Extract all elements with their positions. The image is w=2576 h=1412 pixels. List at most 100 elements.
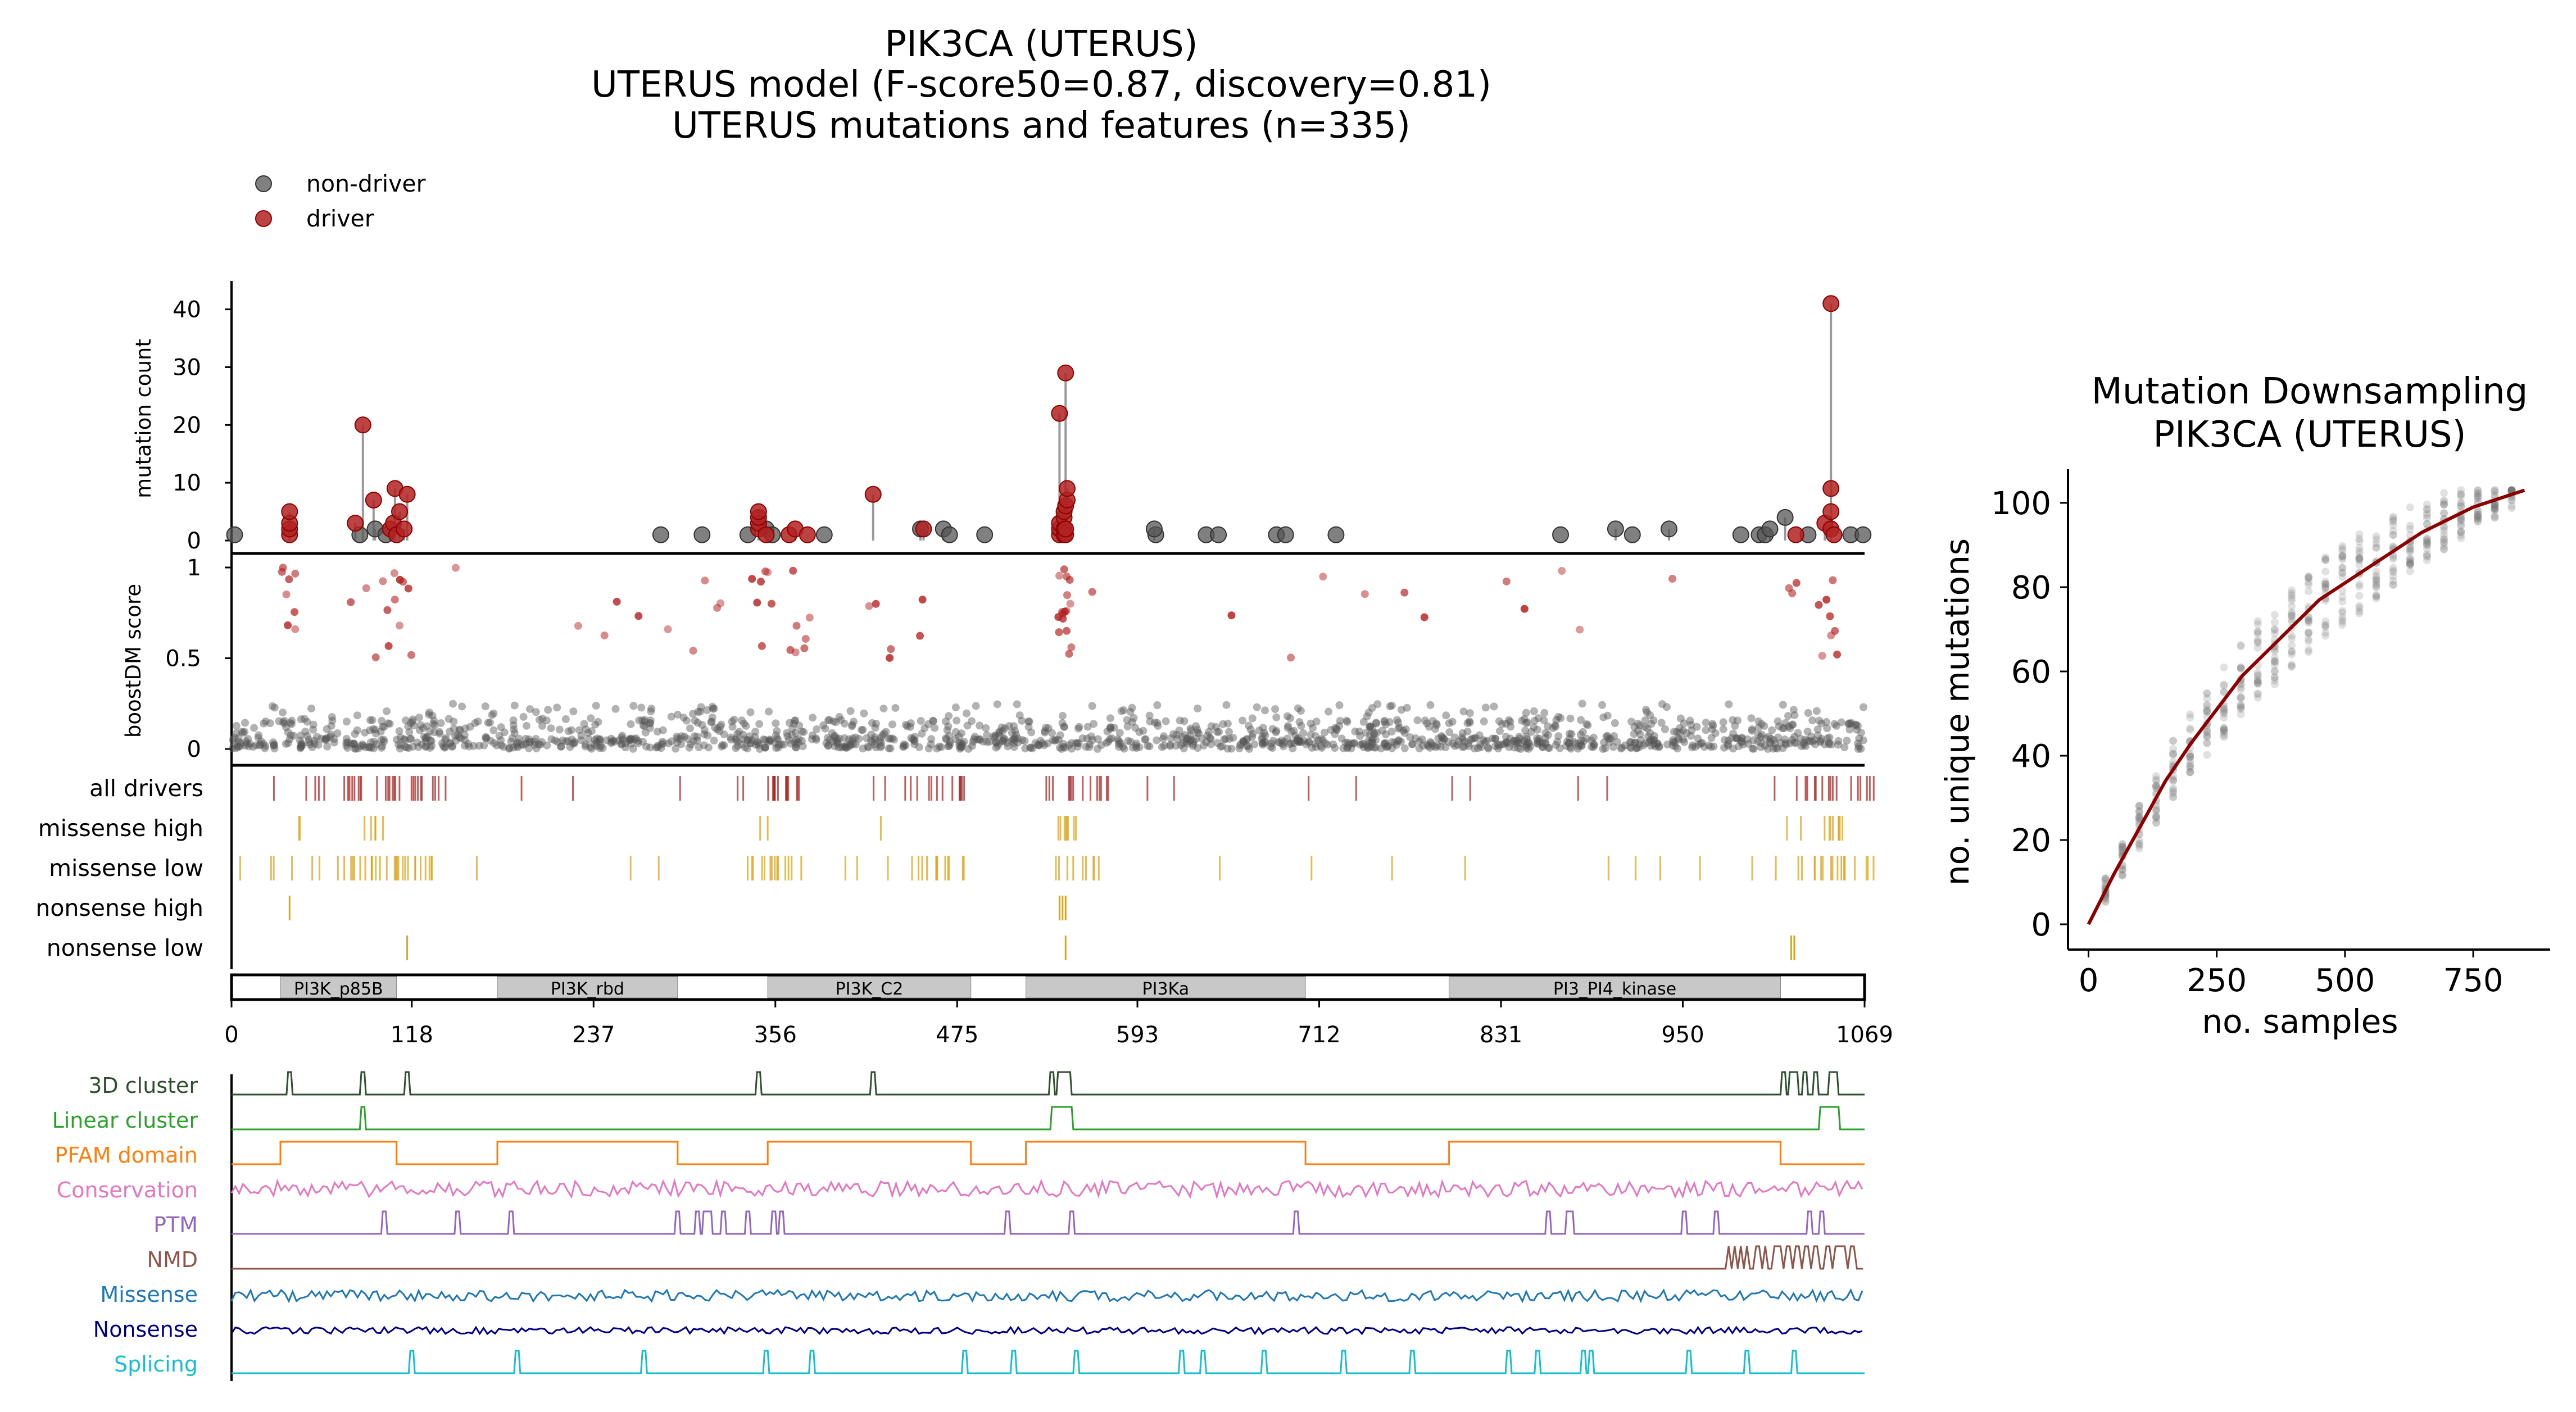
boostdm-non-driver-point bbox=[755, 739, 763, 747]
downsampling-sample-point bbox=[2253, 639, 2262, 647]
boostdm-non-driver-point bbox=[1669, 735, 1677, 744]
boostdm-non-driver-point bbox=[1180, 744, 1188, 752]
title-line-1: PIK3CA (UTERUS) bbox=[885, 24, 1198, 65]
downsampling-sample-point bbox=[2406, 555, 2414, 564]
boostdm-non-driver-point bbox=[659, 739, 668, 748]
boostdm-non-driver-point bbox=[1774, 733, 1783, 742]
downsampling-sample-point bbox=[2406, 521, 2414, 530]
boostdm-non-driver-point bbox=[1574, 742, 1582, 751]
boostdm-non-driver-point bbox=[1788, 721, 1797, 729]
boostdm-non-driver-point bbox=[1135, 743, 1144, 751]
boostdm-non-driver-point bbox=[1406, 733, 1414, 742]
downsampling-sample-point bbox=[2237, 694, 2245, 702]
boostdm-non-driver-point bbox=[449, 700, 457, 708]
feature-label: Nonsense bbox=[93, 1317, 198, 1342]
boostdm-non-driver-point bbox=[1150, 718, 1159, 727]
boostdm-non-driver-point bbox=[1570, 738, 1578, 746]
downsampling-sample-point bbox=[2220, 727, 2228, 735]
boostdm-non-driver-point bbox=[1460, 742, 1468, 751]
boostdm-non-driver-point bbox=[1024, 717, 1033, 725]
boostdm-non-driver-point bbox=[1167, 734, 1175, 743]
boostdm-non-driver-point bbox=[395, 727, 403, 735]
boostdm-non-driver-point bbox=[1522, 733, 1531, 741]
boostdm-non-driver-point bbox=[1279, 742, 1287, 751]
boostdm-non-driver-point bbox=[1707, 734, 1716, 742]
boostdm-non-driver-point bbox=[641, 728, 650, 737]
boostdm-non-driver-point bbox=[1762, 734, 1770, 743]
boostdm-non-driver-point bbox=[1308, 743, 1316, 752]
boostdm-non-driver-point bbox=[1057, 744, 1065, 753]
boostdm-non-driver-point bbox=[1522, 742, 1531, 750]
downsampling-sample-point bbox=[2253, 629, 2262, 638]
downsampling-sample-point bbox=[2203, 733, 2211, 741]
boostdm-non-driver-point bbox=[532, 734, 540, 743]
boostdm-driver-point bbox=[1062, 626, 1071, 635]
boostdm-non-driver-point bbox=[1293, 735, 1301, 743]
boostdm-non-driver-point bbox=[859, 726, 867, 734]
boostdm-non-driver-point bbox=[1708, 720, 1717, 728]
boostdm-non-driver-point bbox=[1395, 723, 1404, 732]
boostdm-non-driver-point bbox=[1283, 734, 1291, 743]
boostdm-non-driver-point bbox=[907, 734, 915, 742]
downsampling-sample-point bbox=[2186, 752, 2194, 761]
boostdm-non-driver-point bbox=[1525, 744, 1533, 753]
boostdm-non-driver-point bbox=[448, 742, 457, 751]
boostdm-non-driver-point bbox=[1259, 741, 1267, 749]
boostdm-non-driver-point bbox=[742, 721, 750, 730]
boostdm-non-driver-point bbox=[1431, 725, 1439, 733]
main-title: PIK3CA (UTERUS) UTERUS model (F-score50=… bbox=[591, 24, 1491, 147]
boostdm-non-driver-point bbox=[1329, 740, 1337, 748]
boostdm-non-driver-point bbox=[1283, 712, 1291, 720]
boostdm-non-driver-point bbox=[1172, 730, 1181, 739]
boostdm-non-driver-point bbox=[1738, 733, 1746, 742]
non-driver-point bbox=[815, 526, 833, 543]
downsampling-sample-point bbox=[2287, 615, 2296, 624]
boostdm-non-driver-point bbox=[1382, 720, 1390, 729]
boostdm-non-driver-point bbox=[1423, 741, 1431, 749]
downsampling-sample-point bbox=[2338, 573, 2347, 582]
boostdm-non-driver-point bbox=[1448, 739, 1457, 748]
boostdm-non-driver-point bbox=[1074, 724, 1082, 733]
boostdm-non-driver-point bbox=[1382, 743, 1390, 751]
boostdm-non-driver-point bbox=[1484, 744, 1493, 753]
driver-point bbox=[864, 485, 882, 503]
boostdm-non-driver-point bbox=[285, 735, 294, 743]
boostdm-non-driver-point bbox=[1821, 740, 1829, 748]
boostdm-non-driver-point bbox=[368, 716, 377, 724]
boostdm-non-driver-point bbox=[1117, 739, 1125, 747]
downsampling-sample-point bbox=[2237, 664, 2245, 673]
boostdm-non-driver-point bbox=[1094, 735, 1102, 743]
boostdm-non-driver-point bbox=[257, 737, 265, 746]
boostdm-non-driver-point bbox=[310, 737, 319, 745]
boostdm-non-driver-point bbox=[1611, 719, 1619, 728]
boostdm-non-driver-point bbox=[772, 719, 780, 728]
downsampling-sample-point bbox=[2305, 587, 2313, 596]
downsampling-sample-point bbox=[2457, 534, 2465, 543]
boostdm-non-driver-point bbox=[1530, 723, 1538, 732]
feature-label: NMD bbox=[147, 1247, 198, 1272]
boostdm-non-driver-point bbox=[638, 716, 646, 725]
boostdm-non-driver-point bbox=[1854, 742, 1863, 751]
boostdm-non-driver-point bbox=[509, 716, 518, 725]
boostdm-non-driver-point bbox=[423, 734, 431, 742]
boostdm-driver-point bbox=[384, 642, 393, 650]
boostdm-non-driver-point bbox=[835, 712, 843, 721]
boostdm-driver-point bbox=[1826, 612, 1834, 620]
boostdm-driver-point bbox=[1829, 576, 1837, 584]
boostdm-non-driver-point bbox=[995, 739, 1004, 747]
driver-point bbox=[1822, 480, 1840, 497]
boostdm-non-driver-point bbox=[991, 731, 1000, 739]
boostdm-non-driver-point bbox=[1522, 709, 1530, 717]
boostdm-non-driver-point bbox=[1571, 739, 1580, 748]
downsampling-curve bbox=[2087, 488, 2525, 925]
boostdm-driver-point bbox=[347, 598, 355, 606]
boostdm-non-driver-point bbox=[1132, 744, 1141, 752]
boostdm-non-driver-point bbox=[1464, 742, 1473, 750]
downsampling-sample-point bbox=[2389, 553, 2397, 561]
boostdm-non-driver-point bbox=[1497, 740, 1505, 748]
boostdm-non-driver-point bbox=[1377, 744, 1385, 753]
track-label: nonsense high bbox=[35, 895, 203, 921]
boostdm-non-driver-point bbox=[252, 741, 260, 750]
boostdm-non-driver-point bbox=[1506, 718, 1514, 726]
downsampling-sample-point bbox=[2169, 775, 2178, 783]
